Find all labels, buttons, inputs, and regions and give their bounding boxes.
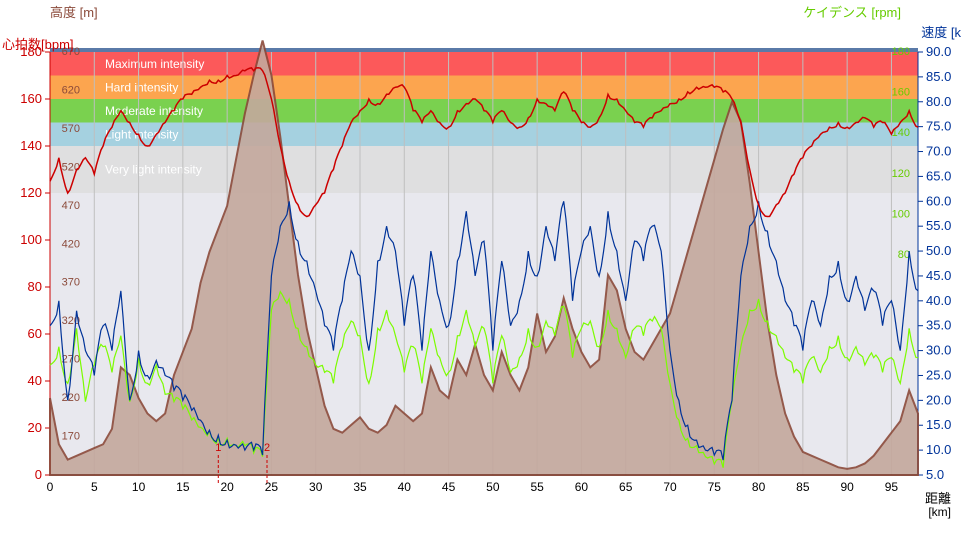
svg-text:170: 170	[62, 431, 80, 443]
svg-text:35.0: 35.0	[926, 318, 951, 333]
hr-axis-title: 心拍数[bpm]	[2, 34, 74, 53]
svg-text:0: 0	[35, 467, 42, 482]
svg-text:50.0: 50.0	[926, 243, 951, 258]
svg-text:60: 60	[575, 480, 589, 494]
svg-text:420: 420	[62, 238, 80, 250]
svg-text:90.0: 90.0	[926, 44, 951, 59]
zone-band	[50, 76, 918, 100]
svg-text:75.0: 75.0	[926, 119, 951, 134]
svg-text:5.0: 5.0	[926, 467, 944, 482]
svg-text:Hard intensity: Hard intensity	[105, 80, 178, 94]
svg-text:Very light intensity: Very light intensity	[105, 163, 202, 177]
svg-text:20: 20	[220, 480, 234, 494]
svg-text:180: 180	[892, 46, 910, 58]
svg-text:85: 85	[796, 480, 810, 494]
svg-text:45.0: 45.0	[926, 268, 951, 283]
svg-text:30.0: 30.0	[926, 343, 951, 358]
svg-text:160: 160	[20, 91, 42, 106]
svg-text:10: 10	[132, 480, 146, 494]
svg-text:55: 55	[530, 480, 544, 494]
svg-text:15: 15	[176, 480, 190, 494]
svg-text:520: 520	[62, 161, 80, 173]
svg-text:75: 75	[708, 480, 722, 494]
zone-band	[50, 123, 918, 147]
svg-text:10.0: 10.0	[926, 442, 951, 457]
svg-text:120: 120	[892, 168, 910, 180]
svg-text:55.0: 55.0	[926, 218, 951, 233]
svg-text:65.0: 65.0	[926, 168, 951, 183]
svg-text:570: 570	[62, 123, 80, 135]
svg-text:1: 1	[215, 442, 221, 454]
svg-text:25.0: 25.0	[926, 367, 951, 382]
svg-text:20.0: 20.0	[926, 392, 951, 407]
svg-text:90: 90	[840, 480, 854, 494]
svg-text:620: 620	[62, 84, 80, 96]
svg-text:0: 0	[47, 480, 54, 494]
svg-text:370: 370	[62, 277, 80, 289]
svg-text:100: 100	[20, 232, 42, 247]
svg-text:35: 35	[353, 480, 367, 494]
svg-text:220: 220	[62, 392, 80, 404]
svg-text:95: 95	[885, 480, 899, 494]
svg-text:40.0: 40.0	[926, 293, 951, 308]
svg-text:65: 65	[619, 480, 633, 494]
svg-text:50: 50	[486, 480, 500, 494]
svg-text:70: 70	[663, 480, 677, 494]
alt-axis-title: 高度 [m]	[50, 2, 98, 21]
svg-text:70.0: 70.0	[926, 144, 951, 159]
svg-text:15.0: 15.0	[926, 417, 951, 432]
spd-axis-title: 速度 [k	[921, 22, 961, 41]
svg-text:470: 470	[62, 200, 80, 212]
svg-text:5: 5	[91, 480, 98, 494]
svg-text:270: 270	[62, 354, 80, 366]
svg-text:100: 100	[892, 208, 910, 220]
dist-unit: [km]	[928, 505, 951, 519]
svg-text:2: 2	[264, 442, 270, 454]
svg-text:160: 160	[892, 87, 910, 99]
svg-text:60: 60	[28, 326, 42, 341]
svg-text:Moderate intensity: Moderate intensity	[105, 104, 203, 118]
training-chart: Maximum intensity Hard intensity Moderate …	[0, 0, 963, 547]
svg-text:80.0: 80.0	[926, 94, 951, 109]
svg-text:40: 40	[398, 480, 412, 494]
svg-text:Light intensity: Light intensity	[105, 127, 178, 141]
svg-text:80: 80	[28, 279, 42, 294]
svg-text:45: 45	[442, 480, 456, 494]
svg-text:80: 80	[752, 480, 766, 494]
cad-axis-title: ケイデンス [rpm]	[803, 2, 901, 21]
svg-text:85.0: 85.0	[926, 69, 951, 84]
svg-text:20: 20	[28, 420, 42, 435]
svg-text:60.0: 60.0	[926, 193, 951, 208]
svg-text:Maximum intensity: Maximum intensity	[105, 57, 204, 71]
svg-text:30: 30	[309, 480, 323, 494]
svg-text:120: 120	[20, 185, 42, 200]
svg-text:40: 40	[28, 373, 42, 388]
svg-text:140: 140	[20, 138, 42, 153]
